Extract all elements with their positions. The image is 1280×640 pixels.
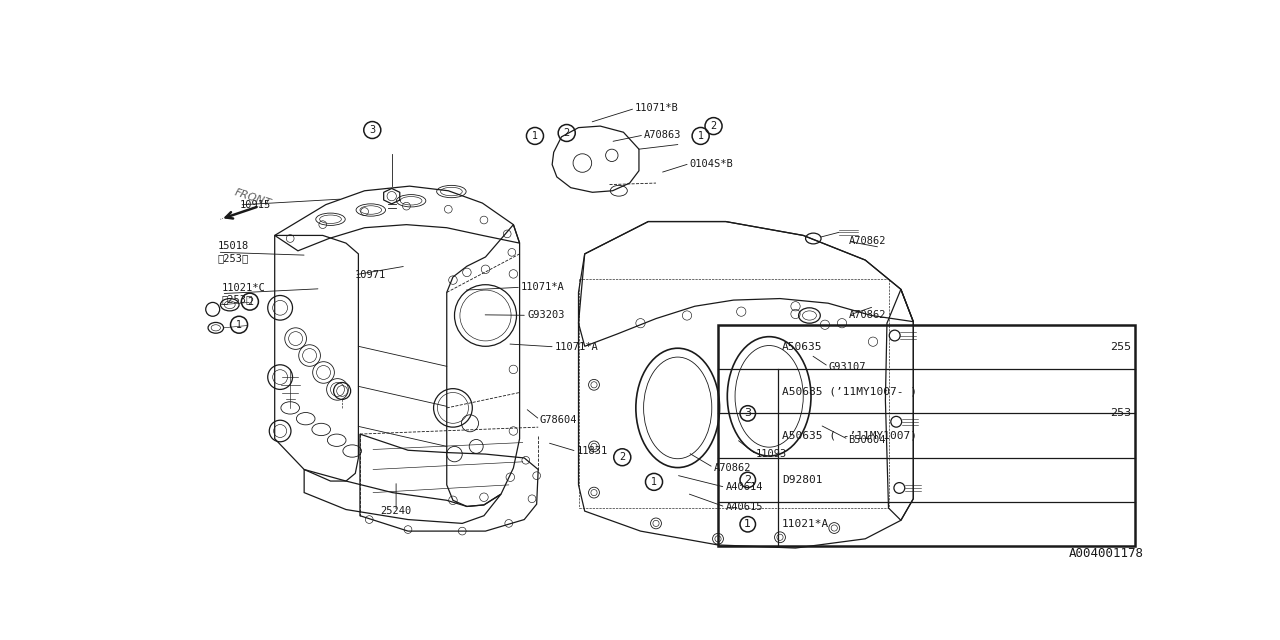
Text: 10915: 10915 [239,200,270,210]
Text: 255: 255 [1110,342,1130,352]
Text: 2: 2 [620,452,626,462]
Text: A40614: A40614 [726,483,763,492]
Text: 1: 1 [652,477,657,487]
Text: 2: 2 [247,296,253,307]
Text: 2: 2 [710,121,717,131]
Text: D92801: D92801 [782,475,823,485]
Text: A70862: A70862 [849,236,886,246]
Text: B50604: B50604 [849,435,886,445]
Text: 1: 1 [698,131,704,141]
Text: 11831: 11831 [577,446,608,456]
Text: A50685 (’11MY1007- ): A50685 (’11MY1007- ) [782,386,918,396]
Text: 10971: 10971 [355,270,385,280]
Text: 11071*B: 11071*B [635,103,678,113]
Text: 3: 3 [744,408,751,419]
Text: A70863: A70863 [644,130,681,140]
Text: 3: 3 [369,125,375,135]
Text: 2: 2 [563,128,570,138]
Text: 1: 1 [532,131,538,141]
Text: 253: 253 [1110,408,1130,419]
Circle shape [893,483,905,493]
Circle shape [891,417,901,427]
Text: A004001178: A004001178 [1069,547,1144,561]
Text: G93107: G93107 [828,362,867,372]
Text: G93203: G93203 [527,310,564,320]
Text: A70862: A70862 [713,463,751,472]
Text: 11071*A: 11071*A [554,342,599,352]
Text: 11071*A: 11071*A [521,282,564,292]
Text: 0104S*B: 0104S*B [690,159,733,168]
Text: 1: 1 [744,519,751,529]
Text: G78604: G78604 [540,415,577,425]
Text: A50635 ( -’11MY1007): A50635 ( -’11MY1007) [782,431,918,440]
Text: 15018
〈253〉: 15018 〈253〉 [218,241,248,263]
Circle shape [890,330,900,341]
Text: 25240: 25240 [380,506,412,516]
Text: 11021*C
〈253〉: 11021*C 〈253〉 [221,283,265,305]
Text: A40615: A40615 [726,502,763,512]
Text: A70862: A70862 [849,310,886,320]
Text: 2: 2 [744,475,751,485]
Text: 11093: 11093 [756,449,787,460]
Text: A50635: A50635 [782,342,823,352]
Text: 11021*A: 11021*A [782,519,829,529]
Text: 1: 1 [236,320,242,330]
Text: FRONT: FRONT [233,188,273,209]
